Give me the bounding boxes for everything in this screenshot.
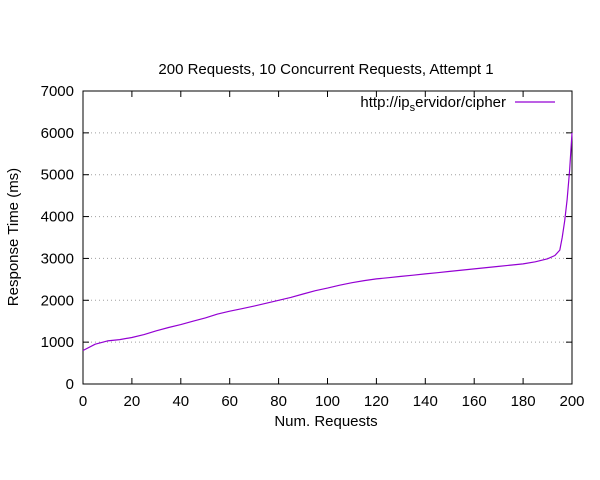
y-tick-label: 7000 xyxy=(41,83,74,100)
x-tick-label: 60 xyxy=(221,393,238,410)
x-tick-label: 180 xyxy=(511,393,536,410)
chart-title: 200 Requests, 10 Concurrent Requests, At… xyxy=(158,61,493,78)
x-tick-label: 20 xyxy=(124,393,141,410)
legend-label-suffix: ervidor/cipher xyxy=(415,94,506,111)
x-tick-label: 200 xyxy=(559,393,584,410)
series-layer xyxy=(82,132,573,352)
y-tick-label: 0 xyxy=(66,376,74,393)
y-tick-label: 3000 xyxy=(41,250,74,267)
x-tick-label: 40 xyxy=(172,393,189,410)
x-tick-label: 80 xyxy=(270,393,287,410)
y-tick-label: 6000 xyxy=(41,125,74,142)
y-tick-label: 5000 xyxy=(41,167,74,184)
x-axis-tick-labels: 0 20 40 60 80 100 120 140 160 180 200 xyxy=(79,393,585,410)
y-tick-label: 4000 xyxy=(41,209,74,226)
x-tick-label: 100 xyxy=(315,393,340,410)
y-tick-label: 1000 xyxy=(41,334,74,351)
axis-ticks xyxy=(82,90,573,385)
y-axis-title: Response Time (ms) xyxy=(5,168,22,306)
x-tick-label: 120 xyxy=(364,393,389,410)
y-axis-tick-labels: 0 1000 2000 3000 4000 5000 6000 7000 xyxy=(41,83,74,393)
x-tick-label: 0 xyxy=(79,393,87,410)
legend: http://ipservidor/cipher xyxy=(360,94,555,114)
x-axis-title: Num. Requests xyxy=(274,413,377,430)
x-tick-label: 140 xyxy=(413,393,438,410)
x-tick-label: 160 xyxy=(462,393,487,410)
y-tick-label: 2000 xyxy=(41,292,74,309)
grid-lines xyxy=(83,132,572,343)
legend-label-prefix: http://ip xyxy=(360,94,409,111)
legend-label-subscript: s xyxy=(410,102,416,114)
series-line xyxy=(82,132,573,352)
legend-label: http://ipservidor/cipher xyxy=(360,94,506,114)
